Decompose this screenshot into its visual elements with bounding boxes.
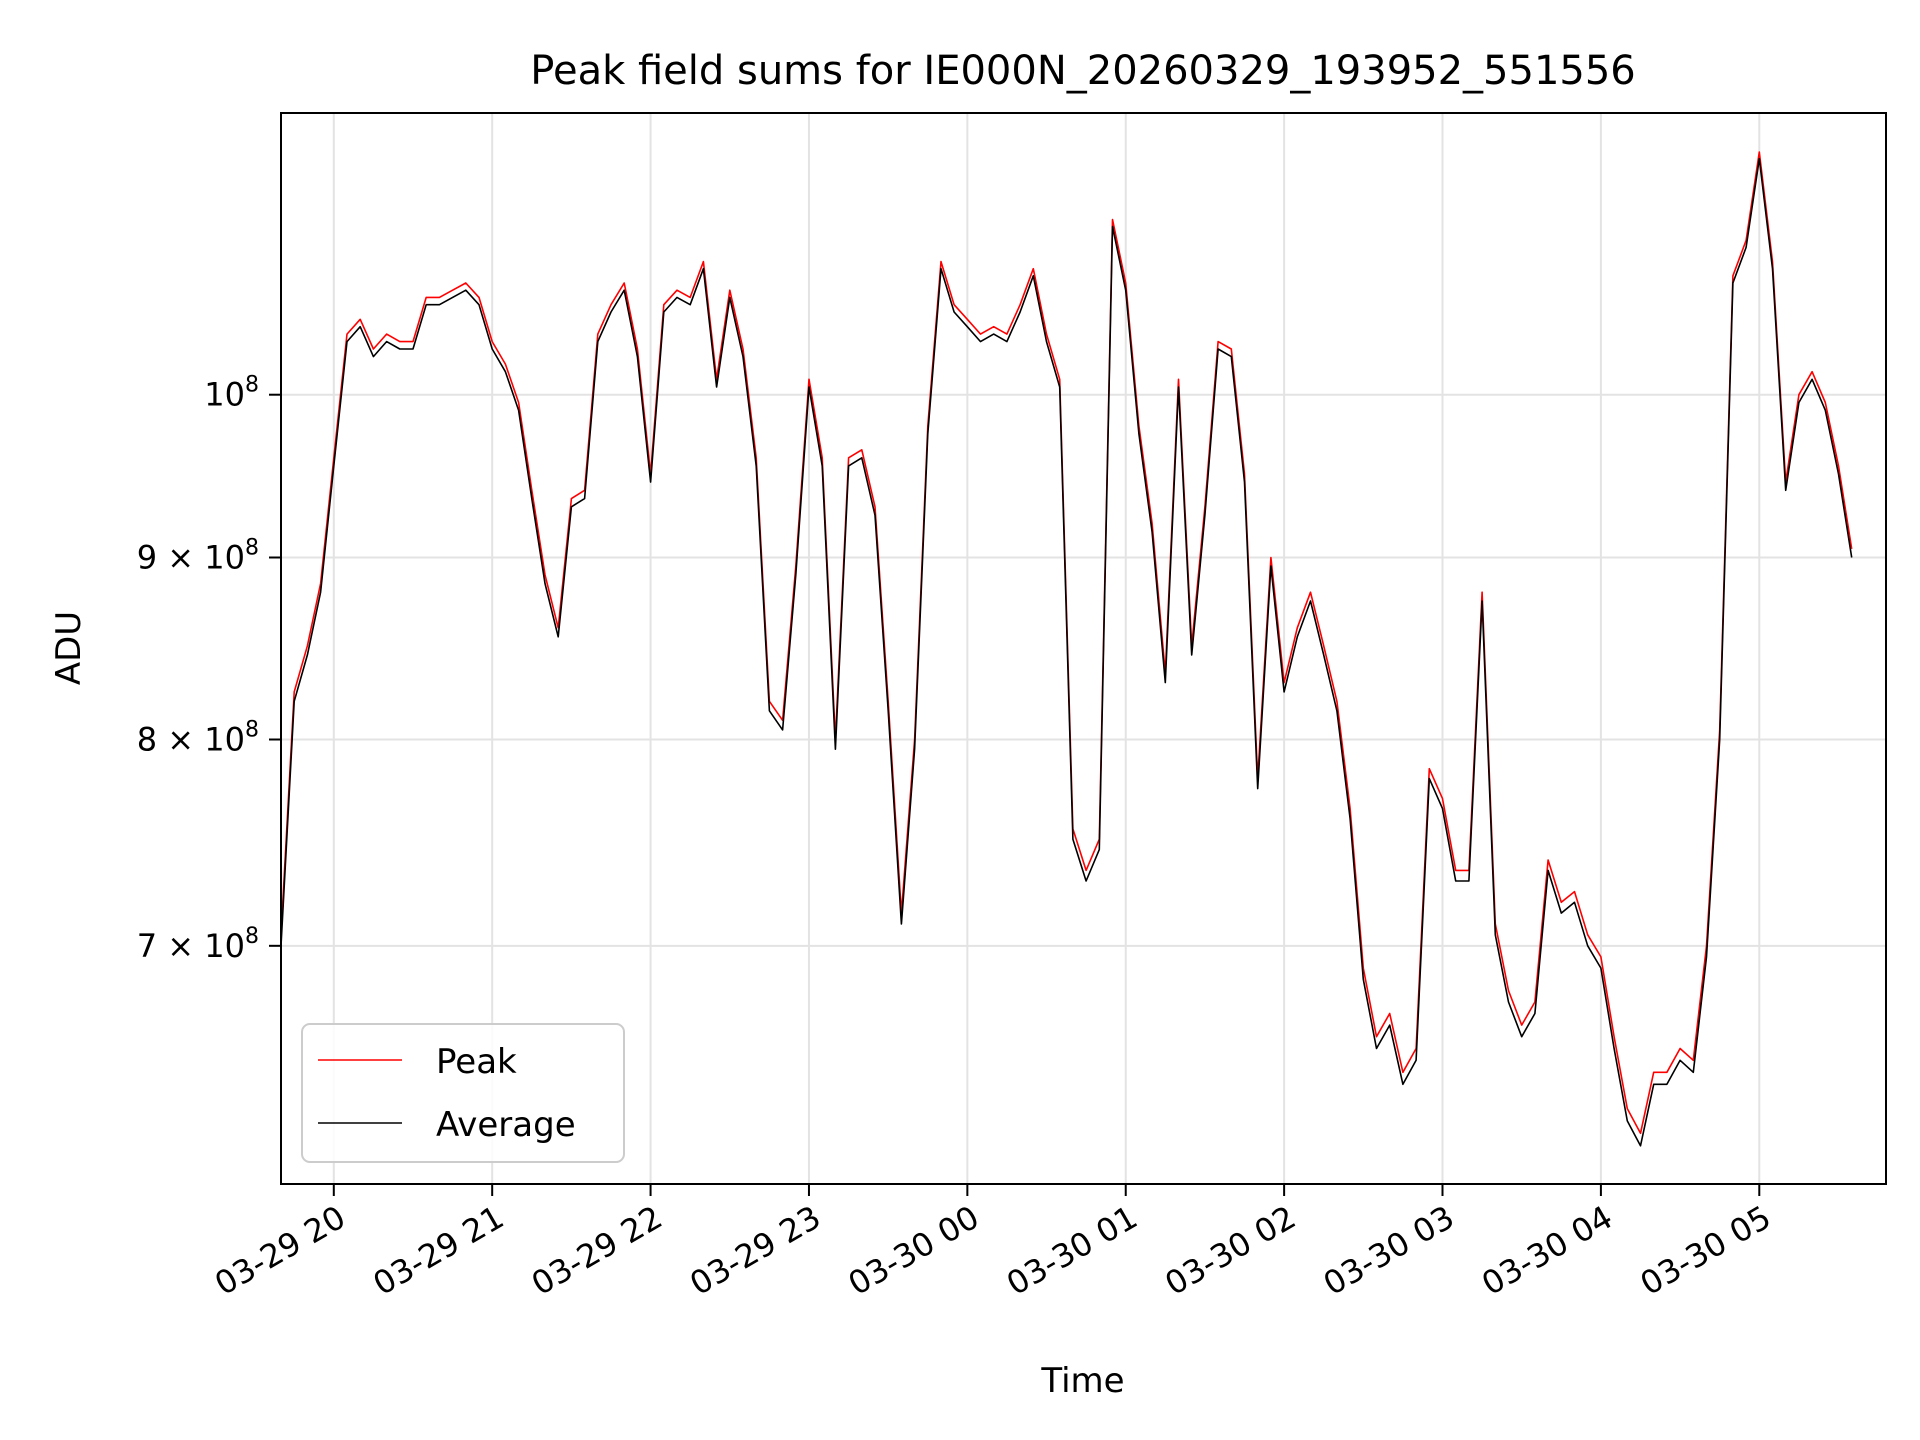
- legend-box: [301, 1023, 625, 1163]
- grid-lines: [281, 113, 1886, 1184]
- y-axis-ticks: 7 × 108 8 × 108 9 × 108 108: [137, 373, 281, 965]
- legend-label-peak: Peak: [436, 1042, 517, 1082]
- y-tick-label: 9 × 108: [137, 536, 259, 577]
- y-tick-label: 7 × 108: [137, 924, 259, 965]
- y-tick-label: 108: [204, 373, 259, 414]
- legend: Peak Average: [301, 1023, 625, 1163]
- series-layer: [280, 151, 1853, 1147]
- legend-label-average: Average: [436, 1105, 576, 1145]
- plot-frame: [280, 112, 1887, 1185]
- chart-title: Peak field sums for IE000N_20260329_1939…: [530, 48, 1635, 94]
- y-axis-label: ADU: [49, 611, 89, 685]
- y-tick-label: 8 × 108: [137, 717, 259, 758]
- series-line-average: [280, 157, 1853, 1147]
- x-axis-label: Time: [1040, 1361, 1124, 1401]
